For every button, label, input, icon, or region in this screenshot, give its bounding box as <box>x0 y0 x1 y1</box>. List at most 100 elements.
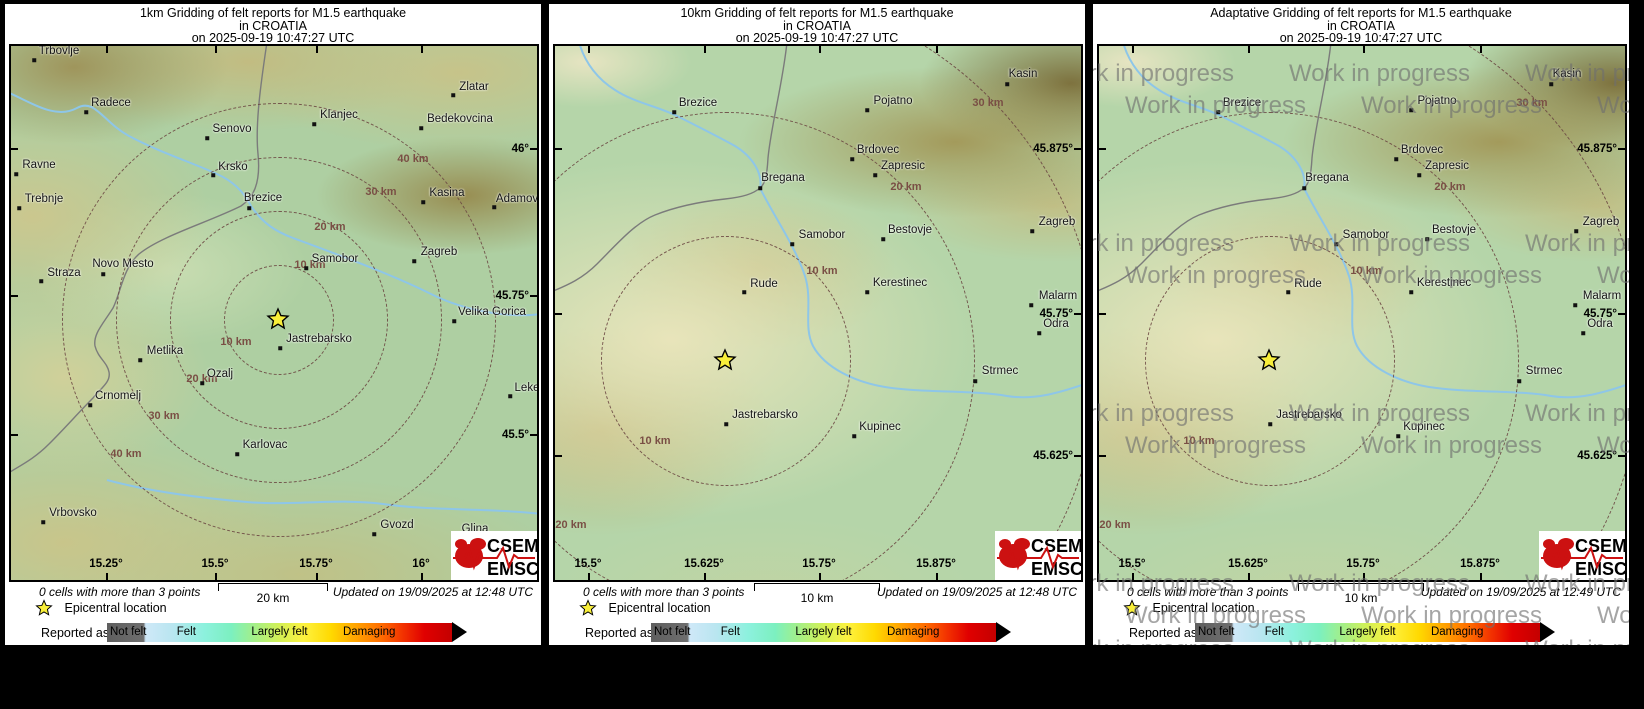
axis-tick <box>819 46 821 53</box>
city-dot <box>508 394 512 398</box>
axis-tick <box>936 573 938 580</box>
city-label: Gvozd <box>380 519 414 531</box>
city-dot <box>1581 331 1585 335</box>
reported-as-label: Reported as: <box>41 626 113 640</box>
axis-tick <box>421 46 423 53</box>
city-label: Kerestinec <box>1416 277 1472 289</box>
city-label: Trbovlje <box>38 46 80 57</box>
distance-ring-label: 30 km <box>972 97 1004 109</box>
scale-bar-label: 10 km <box>1344 591 1378 605</box>
epicenter-legend: Epicentral location <box>579 599 711 617</box>
axis-tick <box>1248 573 1250 580</box>
latitude-label: 45.75° <box>1039 308 1073 320</box>
city-dot <box>1216 110 1220 114</box>
city-label: Straza <box>47 267 81 279</box>
city-label: Bestovje <box>887 224 933 236</box>
longitude-label: 15.5° <box>201 558 229 570</box>
axis-tick <box>555 148 562 150</box>
colorbar-label-felt: Felt <box>176 625 196 638</box>
city-label: Kasin <box>1008 68 1038 80</box>
distance-ring <box>1099 46 1625 580</box>
city-dot <box>1029 303 1033 307</box>
axis-tick <box>936 46 938 53</box>
map-canvas: CSEM EMSC 10 km 10 km 20 km 20 km 30 km Brezi… <box>1097 44 1627 582</box>
axis-tick <box>1248 46 1250 53</box>
longitude-label: 15.5° <box>574 558 602 570</box>
city-label: Zagreb <box>420 246 458 258</box>
svg-text:EMSC: EMSC <box>1575 559 1625 579</box>
longitude-label: 15.75° <box>802 558 836 570</box>
colorbar-label-not-felt: Not felt <box>110 625 147 638</box>
scale-bar: 20 km <box>218 583 328 605</box>
map-footer: 0 cells with more than 3 points 10 km Up… <box>1097 583 1625 605</box>
city-dot <box>1573 303 1577 307</box>
city-label: Klanjec <box>320 109 358 121</box>
latitude-label: 45.625° <box>1577 450 1617 462</box>
axis-tick <box>1099 455 1106 457</box>
longitude-label: 15.75° <box>299 558 333 570</box>
city-label: Novo Mesto <box>92 258 154 270</box>
axis-tick <box>1618 313 1625 315</box>
city-label: Malarm <box>1582 290 1622 302</box>
svg-text:EMSC: EMSC <box>1031 559 1081 579</box>
svg-text:EMSC: EMSC <box>487 559 537 579</box>
cells-note: 0 cells with more than 3 points <box>583 585 745 599</box>
city-label: Vrbovsko <box>49 507 97 519</box>
city-dot <box>1417 173 1421 177</box>
city-dot <box>1334 242 1338 246</box>
city-label: Zagreb <box>1582 216 1620 228</box>
city-label: Brezice <box>243 192 283 204</box>
city-label: Jastrebarsko <box>1276 409 1342 421</box>
city-dot <box>1574 229 1578 233</box>
map-footer: 0 cells with more than 3 points 20 km Up… <box>9 583 537 605</box>
city-dot <box>84 110 88 114</box>
city-dot <box>419 126 423 130</box>
axis-tick <box>106 573 108 580</box>
csem-emsc-logo: CSEM EMSC <box>995 531 1081 580</box>
latitude-label: 45.625° <box>1033 450 1073 462</box>
city-label: Ravne <box>22 159 56 171</box>
title-line-3: on 2025-09-19 10:47:27 UTC <box>191 31 355 45</box>
colorbar-label-largely-felt: Largely felt <box>795 625 852 638</box>
latitude-label: 45.875° <box>1577 143 1617 155</box>
city-label: Brezice <box>1222 97 1262 109</box>
longitude-label: 15.875° <box>1460 558 1500 570</box>
city-label: Zlatar <box>459 81 489 93</box>
axis-tick <box>215 573 217 580</box>
city-label: Kasina <box>429 187 465 199</box>
axis-tick <box>1480 573 1482 580</box>
city-dot <box>452 319 456 323</box>
axis-tick <box>1363 46 1365 53</box>
city-dot <box>790 242 794 246</box>
panel-title: 1km Gridding of felt reports for M1.5 ea… <box>5 7 541 45</box>
epicenter-legend-label: Epicentral location <box>64 601 167 615</box>
city-label: Radece <box>91 97 131 109</box>
scale-bar-label: 10 km <box>800 591 834 605</box>
axis-tick <box>1480 46 1482 53</box>
city-dot <box>278 346 282 350</box>
axis-tick <box>316 573 318 580</box>
city-label: Zagreb <box>1038 216 1076 228</box>
colorbar-label-damaging: Damaging <box>342 625 396 638</box>
axis-tick <box>588 46 590 53</box>
epicenter-star-icon <box>1123 599 1141 616</box>
city-dot <box>881 237 885 241</box>
city-label: Strmec <box>981 365 1019 377</box>
colorbar-arrow <box>996 622 1011 642</box>
map-panel-1km: 1km Gridding of felt reports for M1.5 ea… <box>5 4 541 645</box>
distance-ring-label: 40 km <box>397 153 429 165</box>
city-label: Crnomelj <box>94 390 142 402</box>
city-dot <box>200 381 204 385</box>
title-line-1: 1km Gridding of felt reports for M1.5 ea… <box>139 6 407 20</box>
city-label: Bregana <box>761 172 805 184</box>
cells-note: 0 cells with more than 3 points <box>39 585 201 599</box>
longitude-label: 15.75° <box>1346 558 1380 570</box>
city-dot <box>312 122 316 126</box>
city-label: Kasin <box>1552 68 1582 80</box>
city-dot <box>742 290 746 294</box>
axis-tick <box>1132 46 1134 53</box>
csem-emsc-logo: CSEM EMSC <box>451 531 537 580</box>
city-dot <box>852 434 856 438</box>
city-dot <box>492 205 496 209</box>
axis-tick <box>530 295 537 297</box>
